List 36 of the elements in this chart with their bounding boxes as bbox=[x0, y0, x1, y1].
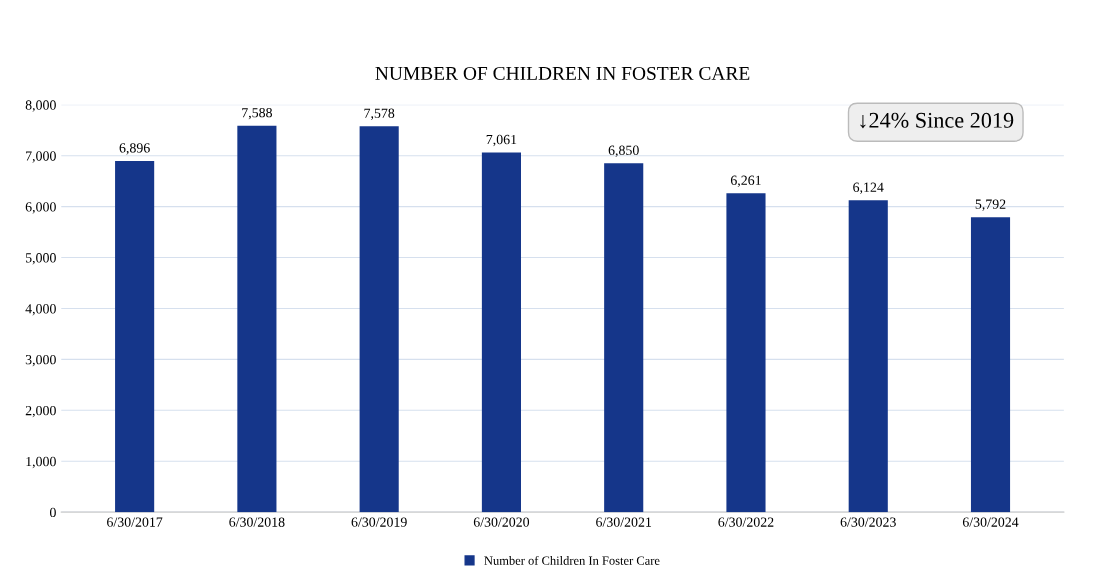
bar bbox=[848, 200, 888, 513]
x-tick-label: 6/30/2024 bbox=[962, 517, 1019, 527]
y-tick-label: 8,000 bbox=[25, 100, 56, 112]
legend-label: Number of Children In Foster Care bbox=[484, 555, 660, 565]
bar bbox=[237, 125, 277, 513]
bar bbox=[970, 217, 1011, 513]
bar bbox=[359, 126, 399, 513]
annotation: ↓24% Since 2019 bbox=[860, 112, 1014, 129]
x-tick-label: 6/30/2023 bbox=[840, 517, 896, 527]
text: 6,261 bbox=[730, 175, 761, 187]
x-tick-label: 6/30/2020 bbox=[473, 517, 530, 527]
chart-title: NUMBER OF CHILDREN IN FOSTER CARE bbox=[375, 66, 750, 80]
y-tick-label: 6,000 bbox=[25, 202, 56, 214]
text: 5,792 bbox=[975, 199, 1006, 211]
y-tick-label: 2,000 bbox=[25, 405, 56, 418]
x-tick-label: 6/30/2019 bbox=[351, 517, 407, 527]
text: 7,061 bbox=[486, 134, 517, 147]
x-tick-label: 6/30/2018 bbox=[229, 517, 285, 527]
y-tick-label: 3,000 bbox=[25, 354, 56, 367]
y-tick-label: 4,000 bbox=[25, 304, 56, 316]
x-tick-label: 6/30/2021 bbox=[596, 517, 652, 527]
text: 7,578 bbox=[364, 108, 395, 120]
x-tick-label: 6/30/2022 bbox=[718, 517, 774, 527]
bar bbox=[115, 160, 155, 513]
text: 6,124 bbox=[853, 182, 884, 194]
text: 7,588 bbox=[242, 107, 272, 120]
y-tick-label: 1,000 bbox=[26, 456, 56, 469]
y-tick-label: 5,000 bbox=[25, 253, 56, 265]
y-tick-label: 7,000 bbox=[26, 151, 56, 163]
y-tick-label: 0 bbox=[49, 507, 56, 518]
bar bbox=[604, 163, 644, 513]
x-tick-label: 6/30/2017 bbox=[107, 517, 163, 527]
text: 6,896 bbox=[119, 143, 150, 155]
text: 6,850 bbox=[608, 145, 639, 157]
bar bbox=[481, 152, 521, 513]
bar bbox=[726, 193, 766, 513]
